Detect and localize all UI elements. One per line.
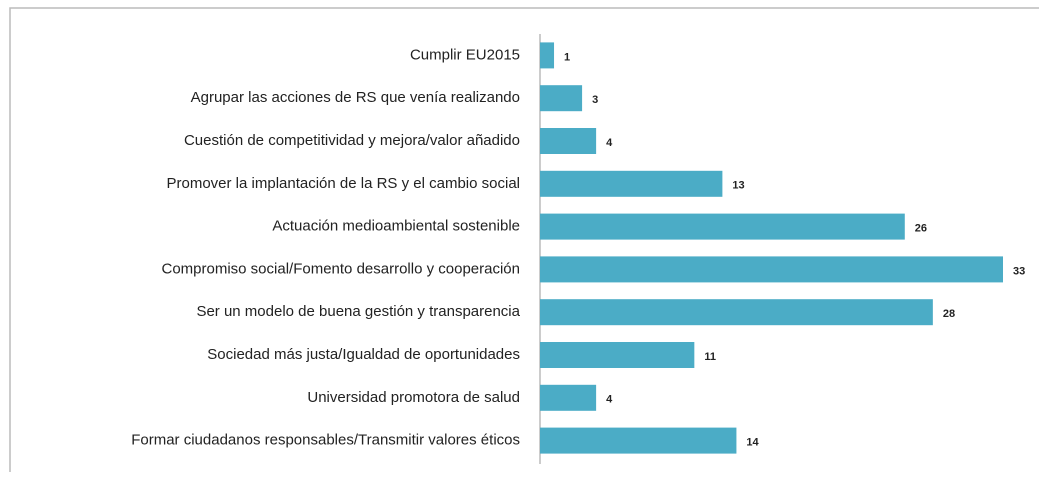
value-label: 33	[1013, 265, 1025, 277]
value-label: 3	[592, 94, 598, 106]
bar	[540, 128, 597, 154]
category-label: Ser un modelo de buena gestión y transpa…	[196, 303, 520, 320]
value-label: 11	[704, 351, 716, 363]
category-label: Agrupar las acciones de RS que venía rea…	[191, 89, 520, 106]
value-label: 26	[915, 223, 927, 235]
value-label: 14	[746, 437, 759, 449]
value-label: 1	[564, 51, 570, 63]
bar	[540, 213, 905, 240]
bar	[540, 342, 695, 368]
bar	[540, 384, 597, 411]
value-label: 13	[732, 180, 744, 192]
category-label: Formar ciudadanos responsables/Transmiti…	[131, 432, 520, 449]
category-label: Actuación medioambiental sostenible	[272, 218, 520, 235]
bar	[540, 85, 583, 112]
category-label: Cumplir EU2015	[410, 46, 520, 63]
bar	[540, 170, 723, 197]
category-label: Sociedad más justa/Igualdad de oportunid…	[207, 346, 520, 363]
frame	[9, 7, 1039, 477]
bar	[540, 256, 1003, 283]
bar	[540, 299, 933, 326]
category-label: Promover la implantación de la RS y el c…	[167, 175, 521, 192]
bar	[540, 42, 555, 69]
category-label: Cuestión de competitividad y mejora/valo…	[184, 132, 520, 149]
value-label: 4	[606, 137, 613, 149]
value-label: 28	[943, 308, 955, 320]
category-label: Compromiso social/Fomento desarrollo y c…	[162, 260, 521, 277]
bar	[540, 427, 737, 454]
category-label: Universidad promotora de salud	[307, 389, 520, 406]
value-label: 4	[606, 394, 613, 406]
